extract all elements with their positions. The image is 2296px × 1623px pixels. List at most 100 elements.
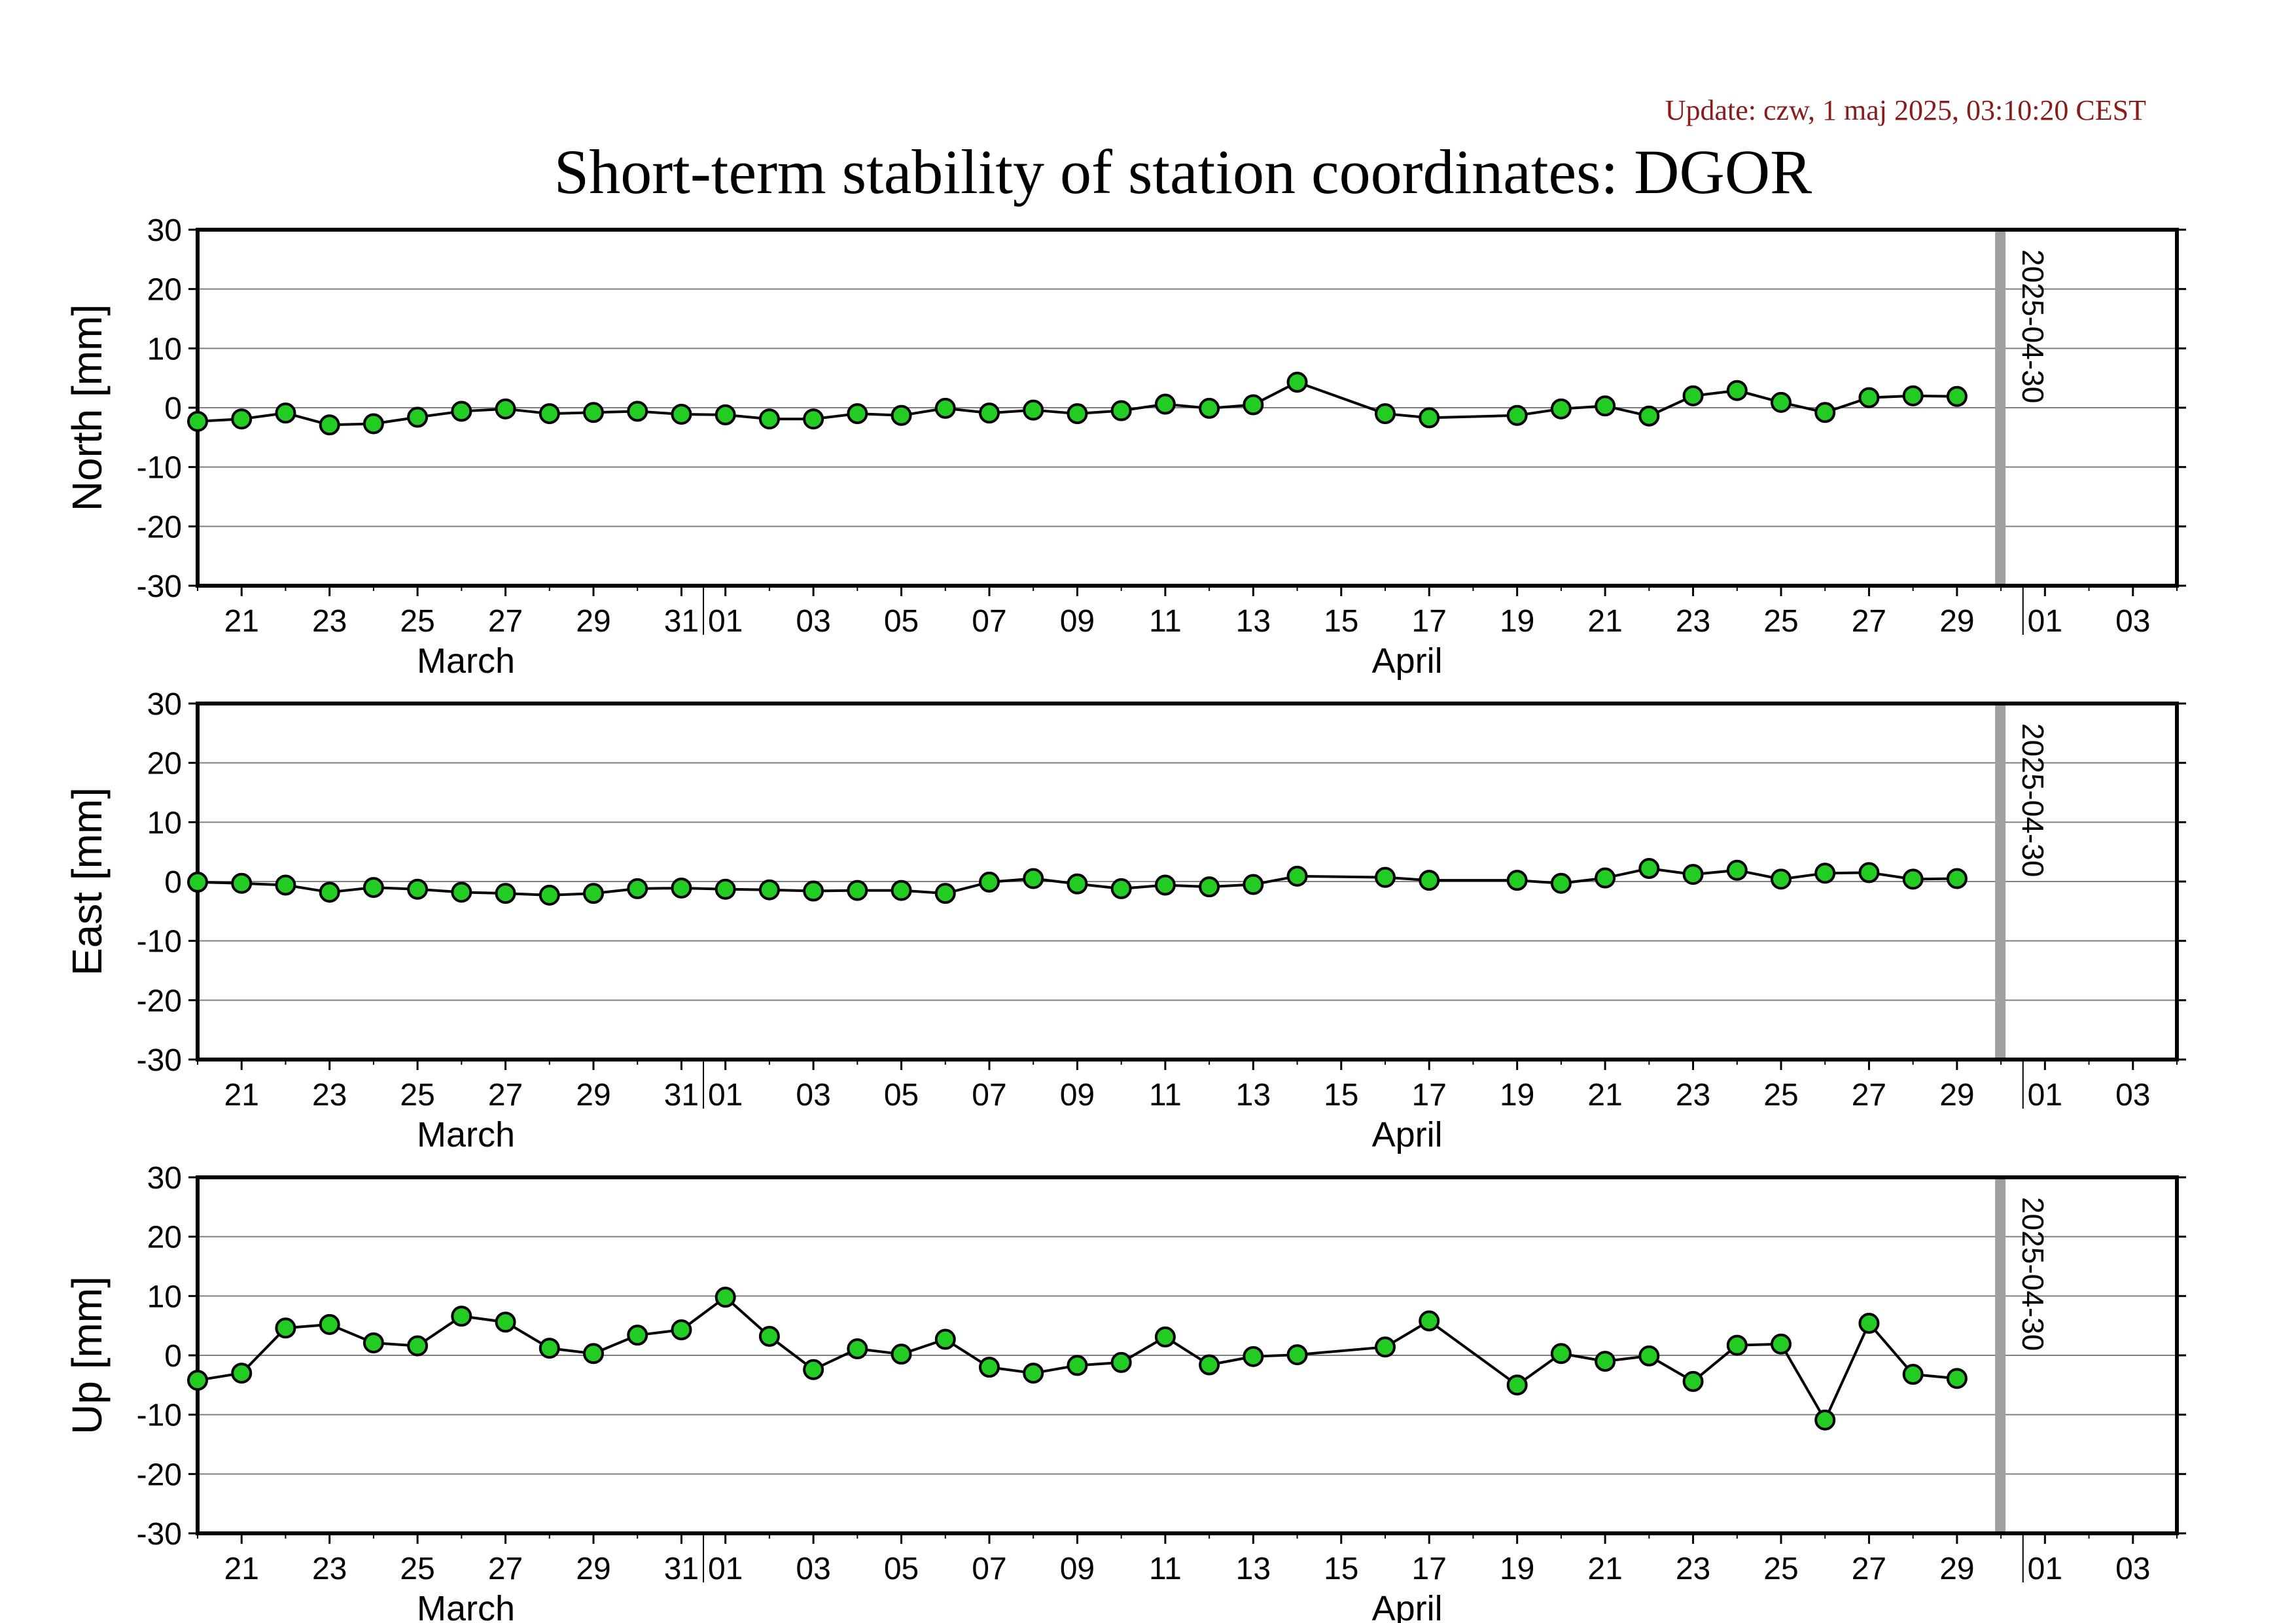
data-point <box>1595 1351 1616 1372</box>
date-marker-line <box>1995 704 2006 1060</box>
data-point <box>539 403 560 425</box>
data-point <box>1638 858 1660 880</box>
plot-frame <box>196 228 2179 588</box>
x-tick-label: 31 <box>664 1078 699 1113</box>
month-label: March <box>417 641 515 681</box>
data-point <box>1419 1310 1440 1332</box>
x-tick-label: 01 <box>708 1552 743 1586</box>
data-point <box>1286 865 1308 887</box>
data-point <box>1154 874 1176 896</box>
x-tick-label: 23 <box>1676 604 1710 639</box>
data-point <box>1110 878 1132 899</box>
x-tick-label: 29 <box>576 1078 610 1113</box>
data-point <box>231 872 253 894</box>
y-tick-label: -10 <box>137 1399 182 1433</box>
x-tick-label: 31 <box>664 604 699 639</box>
x-tick-label: 03 <box>2115 1552 2150 1586</box>
data-point <box>1902 1364 1924 1385</box>
x-tick-label: 01 <box>708 1078 743 1113</box>
x-tick-label: 05 <box>884 1078 919 1113</box>
plot-frame <box>196 1175 2179 1535</box>
x-tick-label: 05 <box>884 604 919 639</box>
x-tick-label: 21 <box>1587 604 1622 639</box>
y-axis-label: Up [mm] <box>63 1276 111 1435</box>
x-tick-label: 21 <box>224 1552 259 1586</box>
x-tick-label: 23 <box>1676 1078 1710 1113</box>
y-tick-label: -10 <box>137 451 182 486</box>
data-point <box>671 1319 692 1341</box>
data-point <box>187 871 208 893</box>
panel-3: 30 20 10 0 -10 -20 -30 Up [mm] 21 23 25 27 29 31 01 03 0… <box>63 1161 2186 1623</box>
y-axis-label: East [mm] <box>63 787 111 976</box>
data-point <box>1946 1368 1968 1389</box>
data-point <box>539 884 560 906</box>
y-tick-label: -30 <box>137 569 182 604</box>
x-tick-label: 27 <box>488 1552 523 1586</box>
data-point <box>1550 872 1572 894</box>
data-point <box>1023 1363 1044 1384</box>
data-point <box>1771 391 1792 413</box>
y-tick-label: -20 <box>137 984 182 1018</box>
y-tick-label: 0 <box>164 391 182 426</box>
x-tick-label: 25 <box>1763 1552 1798 1586</box>
data-point <box>847 403 868 425</box>
x-tick-label: 23 <box>312 604 347 639</box>
data-point <box>362 877 384 899</box>
x-tick-label: 11 <box>1149 1078 1182 1113</box>
x-tick-label: 19 <box>1500 1078 1534 1113</box>
data-point <box>1550 1343 1572 1364</box>
data-point <box>1243 394 1264 416</box>
data-point <box>407 406 429 428</box>
data-point <box>1375 1336 1396 1358</box>
month-label: March <box>417 1589 515 1623</box>
x-tick-label: 15 <box>1324 604 1358 639</box>
month-label: April <box>1372 1115 1443 1154</box>
x-tick-label: 21 <box>224 1078 259 1113</box>
data-point <box>451 401 472 422</box>
y-tick-label: 0 <box>164 865 182 900</box>
date-marker-line <box>1995 1177 2006 1533</box>
x-tick-label: 29 <box>1939 604 1974 639</box>
data-point <box>231 1363 253 1384</box>
data-point <box>1771 1333 1792 1355</box>
data-point <box>1110 400 1132 421</box>
data-point <box>934 883 956 904</box>
data-point <box>1243 874 1264 895</box>
data-point <box>803 408 824 430</box>
x-tick-label: 09 <box>1060 1078 1095 1113</box>
x-tick-label: 25 <box>1763 1078 1798 1113</box>
x-tick-label: 21 <box>1587 1552 1622 1586</box>
x-tick-label: 05 <box>884 1552 919 1586</box>
y-tick-label: 30 <box>147 213 182 248</box>
y-tick-label: 20 <box>147 1221 182 1255</box>
data-point <box>627 401 648 422</box>
x-tick-label: 01 <box>708 604 743 639</box>
data-point <box>1595 395 1616 417</box>
x-tick-label: 23 <box>312 1552 347 1586</box>
data-point <box>758 1325 780 1347</box>
month-label: April <box>1372 641 1443 681</box>
date-marker-label: 2025-04-30 <box>2016 249 2050 403</box>
data-point <box>319 1313 340 1335</box>
month-label: March <box>417 1115 515 1154</box>
data-point <box>1023 868 1044 889</box>
x-tick-label: 07 <box>972 604 1006 639</box>
y-axis-label: North [mm] <box>63 304 111 511</box>
data-point <box>319 882 340 903</box>
data-point <box>1067 403 1088 425</box>
x-tick-label: 11 <box>1149 1552 1182 1586</box>
data-point <box>891 1344 912 1365</box>
data-point <box>1902 385 1924 406</box>
data-point <box>1858 387 1880 408</box>
data-point <box>1771 868 1792 890</box>
data-point <box>451 1306 472 1327</box>
data-point <box>187 410 208 432</box>
x-tick-label: 27 <box>488 604 523 639</box>
panel-1: 30 20 10 0 -10 -20 -30 North [mm] 21 23 25 27 29 31 01… <box>63 213 2186 681</box>
data-point <box>1154 393 1176 415</box>
data-point <box>495 1311 516 1333</box>
data-point <box>1638 1345 1660 1366</box>
data-point <box>1154 1326 1176 1347</box>
x-tick-label: 25 <box>400 1078 434 1113</box>
